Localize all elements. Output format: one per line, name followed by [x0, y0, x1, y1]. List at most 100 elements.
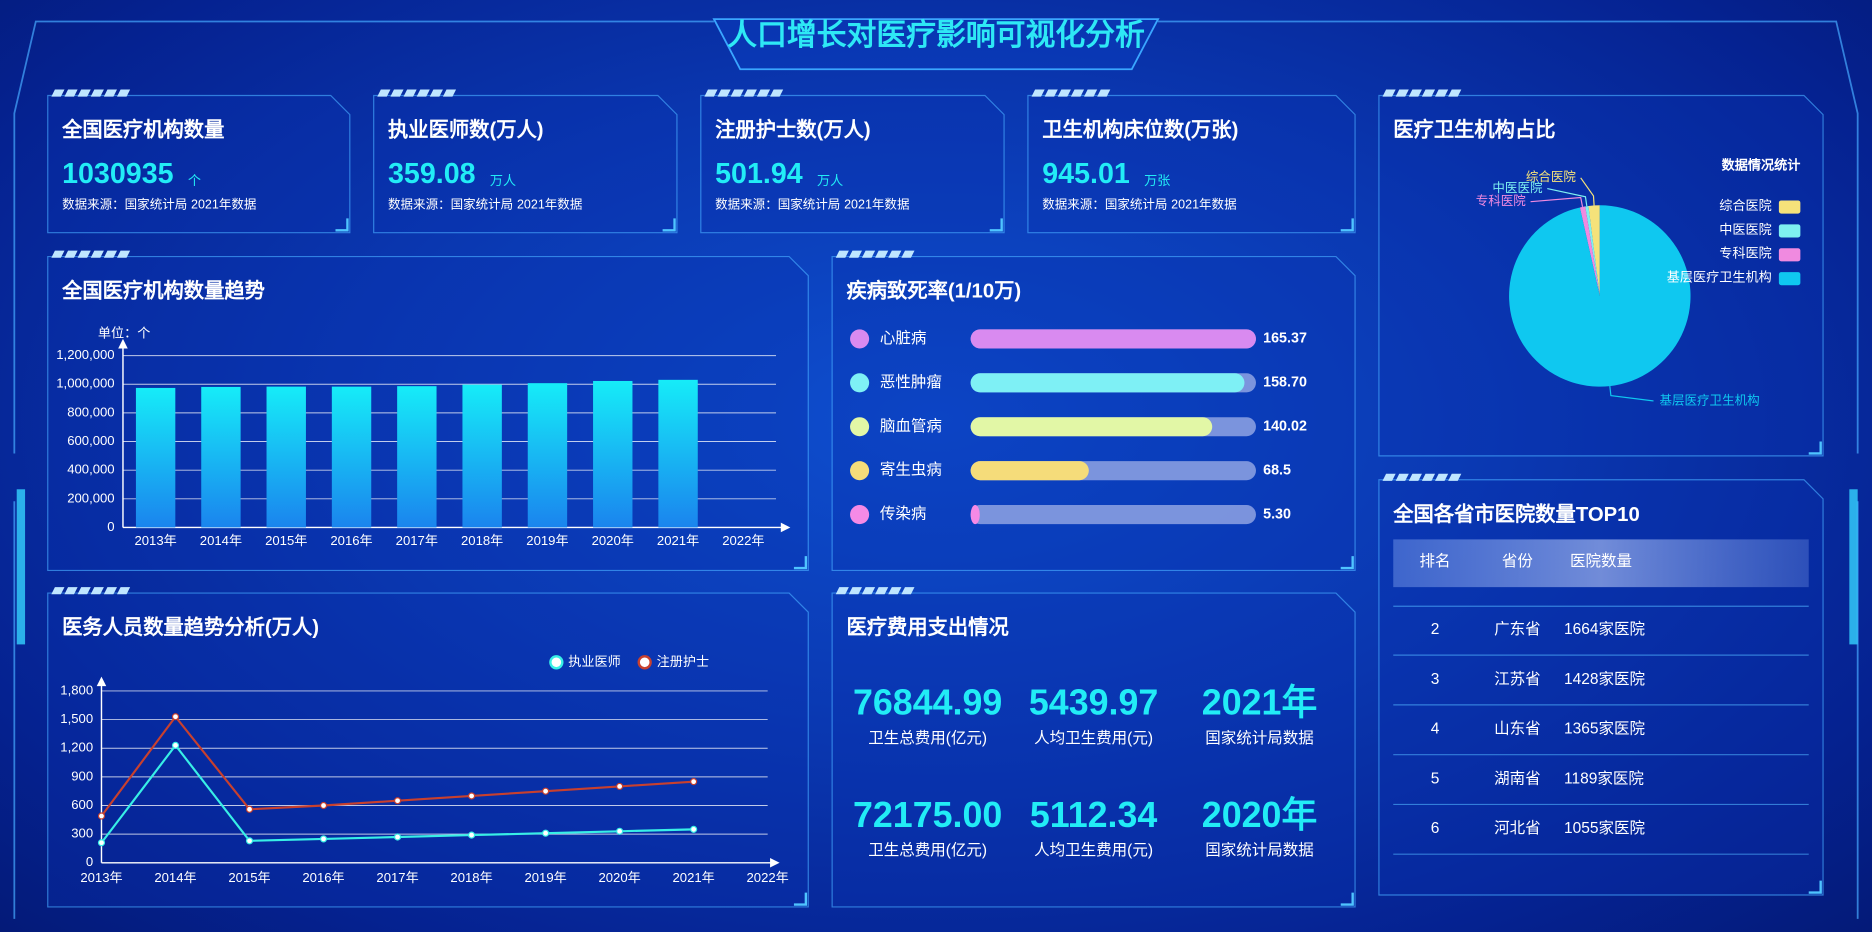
value-label: 5.30	[1263, 506, 1291, 522]
x-tick-label: 2016年	[330, 533, 372, 548]
panel-tab	[901, 587, 915, 595]
panel-tab	[103, 89, 118, 97]
bar	[970, 373, 1245, 393]
legend-label: 执业医师	[568, 654, 620, 669]
legend-swatch	[1778, 248, 1801, 262]
expense-label: 卫生总费用(亿元)	[868, 841, 987, 859]
expense-label: 人均卫生费用(元)	[1034, 841, 1153, 859]
bar	[658, 379, 698, 528]
axis-arrow	[770, 858, 780, 868]
panel-tab	[835, 587, 849, 595]
panel-title: 全国医疗机构数量	[61, 118, 224, 142]
y-tick-label: 0	[107, 519, 114, 534]
legend-label: 中医医院	[1719, 222, 1771, 237]
data-point	[468, 792, 476, 800]
data-point	[245, 805, 254, 813]
category-label: 寄生虫病	[880, 461, 942, 479]
table-cell: 江苏省	[1494, 670, 1541, 688]
data-point	[616, 827, 624, 835]
panel-title: 卫生机构床位数(万张)	[1042, 118, 1238, 142]
axis-arrow	[96, 676, 107, 687]
leader-line	[1530, 196, 1584, 208]
panel-corner	[662, 218, 676, 232]
panel-title: 疾病致死率(1/10万)	[846, 279, 1021, 303]
value-label: 158.70	[1263, 375, 1307, 391]
y-tick-label: 400,000	[67, 462, 114, 477]
kpi-value: 1030935	[62, 158, 174, 190]
panel-tab	[1057, 89, 1071, 97]
expense-label: 国家统计局数据	[1205, 729, 1314, 747]
pie-slice	[1588, 205, 1600, 296]
panel-tab	[875, 587, 889, 595]
panel-tab	[861, 250, 876, 258]
axis-arrow	[780, 522, 791, 533]
panel-title: 注册护士数(万人)	[715, 118, 871, 142]
panel-tab	[1382, 89, 1396, 97]
panel-tab	[888, 250, 902, 258]
panel-tab	[1382, 473, 1396, 481]
legend-label: 综合医院	[1719, 198, 1771, 213]
data-point	[616, 782, 624, 790]
data-point	[690, 778, 698, 786]
page-title: 人口增长对医疗影响可视化分析	[727, 19, 1145, 52]
y-tick-label: 1,200	[60, 740, 93, 755]
table-cell: 1055家医院	[1564, 818, 1645, 837]
table-cell: 3	[1431, 671, 1440, 688]
panel-tab	[835, 250, 849, 258]
pie-slice	[1585, 205, 1600, 296]
panel	[47, 592, 809, 908]
bar	[135, 387, 176, 528]
kpi-source: 数据来源：国家统计局	[1042, 197, 1167, 212]
table-cell: 2	[1431, 621, 1440, 638]
panel-tab	[103, 250, 118, 258]
kpi-unit: 万人	[490, 173, 516, 188]
data-point	[171, 713, 180, 721]
y-tick-label: 800,000	[67, 404, 114, 419]
panel-tab	[848, 250, 862, 258]
kpi-value: 359.08	[388, 158, 476, 190]
side-deco	[1849, 489, 1858, 645]
outer-frame	[13, 20, 1859, 919]
expense-label: 人均卫生费用(元)	[1034, 729, 1153, 747]
x-tick-label: 2017年	[376, 870, 418, 885]
panel-tab	[77, 587, 91, 595]
bar	[593, 380, 633, 528]
leader-line	[1547, 187, 1588, 207]
panel-tab	[1084, 89, 1098, 97]
panel-tab	[756, 89, 771, 97]
table-header-bg	[1393, 539, 1809, 588]
data-point	[690, 825, 698, 833]
kpi-source: 数据来源：国家统计局	[715, 197, 840, 212]
legend-swatch	[1778, 272, 1801, 286]
panel-tab	[770, 89, 784, 97]
panel	[1027, 94, 1356, 234]
kpi-year: 2021年数据	[844, 198, 909, 212]
legend-swatch	[1778, 224, 1801, 238]
bar	[331, 386, 372, 528]
panel-tab	[1421, 473, 1436, 481]
x-tick-label: 2016年	[302, 870, 344, 885]
expense-label: 卫生总费用(亿元)	[868, 729, 987, 747]
legend-title: 数据情况统计	[1722, 156, 1801, 172]
panel-corner	[1808, 880, 1822, 894]
panel-corner	[793, 892, 808, 906]
table-cell: 1664家医院	[1564, 619, 1645, 638]
panel-tab	[90, 250, 104, 258]
y-tick-label: 1,200,000	[56, 347, 114, 362]
panel-tab	[64, 587, 78, 595]
panel-corner	[1340, 892, 1354, 906]
panel-tab	[1031, 89, 1045, 97]
expense-value: 76844.99	[853, 683, 1002, 723]
value-label: 140.02	[1263, 419, 1307, 435]
panel-tab	[1435, 473, 1449, 481]
x-tick-label: 2021年	[672, 870, 714, 885]
data-point	[542, 829, 550, 837]
panel-tab	[1097, 89, 1111, 97]
table-cell: 4	[1431, 721, 1440, 738]
data-point	[468, 831, 476, 839]
data-point	[393, 797, 402, 805]
axis-unit: 单位：个	[98, 326, 150, 341]
panel-title: 全国各省市医院数量TOP10	[1392, 502, 1639, 526]
panel-tab	[717, 89, 731, 97]
